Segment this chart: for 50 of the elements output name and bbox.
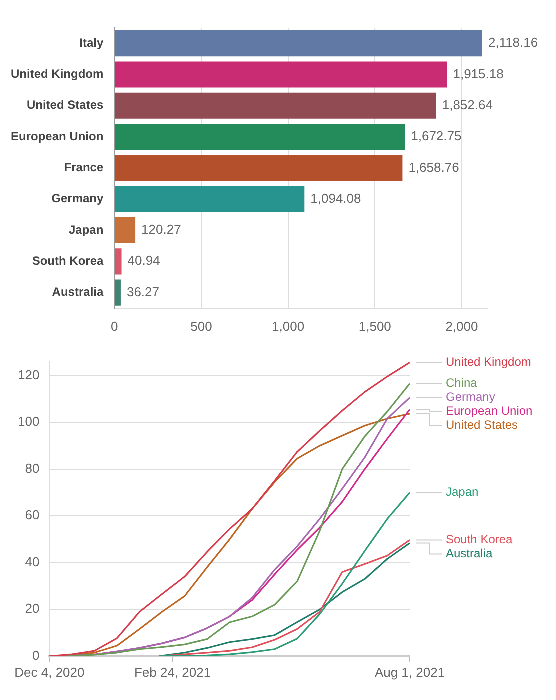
data-label: 120.27 <box>142 222 182 238</box>
bar <box>115 280 121 306</box>
x-tick-label: Dec 4, 2020 <box>14 664 85 680</box>
y-tick-label: European Union <box>10 129 104 144</box>
y-tick-label: 60 <box>25 508 40 523</box>
y-tick-label: Australia <box>52 285 104 300</box>
x-tick-label: Feb 24, 2021 <box>134 664 212 680</box>
data-label: 1,672.75 <box>411 128 462 144</box>
data-label: 1,915.18 <box>453 66 504 82</box>
y-tick-label: Japan <box>68 222 104 237</box>
bar <box>115 217 136 244</box>
text: Japan <box>446 485 479 500</box>
x-tick-label: 500 <box>190 318 212 334</box>
data-label: 40.94 <box>128 253 160 268</box>
bar <box>115 186 305 212</box>
y-tick-label: France <box>64 160 104 175</box>
text: China <box>446 376 478 390</box>
y-tick-label: 40 <box>25 554 40 570</box>
x-tick-label: 0 <box>111 318 118 334</box>
y-tick-label: United Kingdom <box>11 67 104 82</box>
y-tick-label: Italy <box>80 36 104 50</box>
bar <box>115 92 436 119</box>
data-label: 2,118.16 <box>488 35 538 50</box>
data-label: 36.27 <box>126 284 160 300</box>
y-tick-label: Germany <box>52 192 104 206</box>
y-tick-label: South Korea <box>32 254 104 268</box>
data-label: 1,658.76 <box>408 160 460 175</box>
text: European Union <box>446 404 533 418</box>
y-tick-label: 120 <box>18 367 40 382</box>
y-tick-label: 80 <box>25 460 40 476</box>
x-tick-label: 1,000 <box>272 318 305 334</box>
data-label: 1,852.64 <box>442 97 493 112</box>
text: Australia <box>446 546 494 561</box>
text: South Korea <box>446 532 514 547</box>
bar <box>115 124 406 150</box>
bar <box>115 30 482 57</box>
y-tick-label: United States <box>26 98 104 112</box>
x-tick-label: Aug 1, 2021 <box>374 664 446 680</box>
x-tick-label: 1,500 <box>358 318 392 334</box>
text: United States <box>446 418 518 432</box>
text: United Kingdom <box>446 355 532 370</box>
bar <box>115 155 403 182</box>
y-tick-label: 20 <box>25 601 40 616</box>
data-label: 1,094.08 <box>310 190 362 206</box>
text: Germany <box>446 390 496 404</box>
bar <box>115 62 448 88</box>
y-tick-label: 100 <box>18 414 40 430</box>
y-tick-label: 0 <box>32 648 40 663</box>
bar <box>115 248 122 275</box>
x-tick-label: 2,000 <box>446 318 478 334</box>
